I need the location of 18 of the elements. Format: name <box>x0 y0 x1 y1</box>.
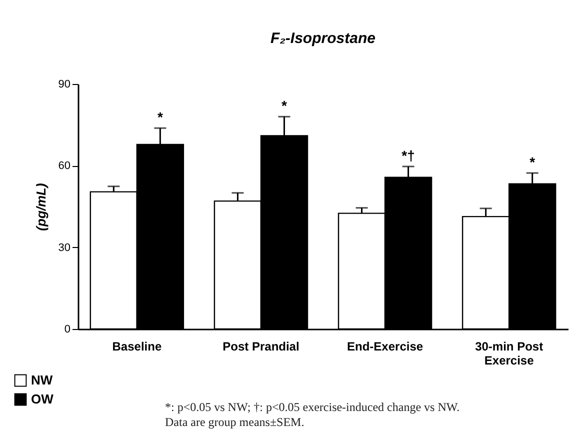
x-tick-label: Baseline <box>112 340 162 354</box>
y-tick-label: 60 <box>58 160 70 172</box>
y-tick-label: 0 <box>64 324 70 336</box>
data-label: * <box>530 154 536 170</box>
data-label: *† <box>402 147 415 164</box>
y-tick-label: 30 <box>58 242 70 254</box>
text: Data are group means±SEM. <box>165 415 306 430</box>
data-label: * <box>282 98 288 114</box>
x-tick-label: End-Exercise <box>347 340 424 354</box>
legend-label: NW <box>31 372 54 388</box>
y-axis-title: (pg/mL) <box>33 183 48 231</box>
data-label: * <box>157 109 164 126</box>
text: *: p<0.05 vs NW; †: p<0.05 exercise-induced change vs NW. <box>165 400 460 415</box>
x-tick-label: Post Prandial <box>222 340 300 354</box>
chart-title: F₂-Isoprostane <box>270 30 376 47</box>
legend-label: OW <box>31 392 54 406</box>
x-tick-label: 30-min Post Exercise <box>475 340 544 368</box>
y-tick-label: 90 <box>58 78 70 90</box>
